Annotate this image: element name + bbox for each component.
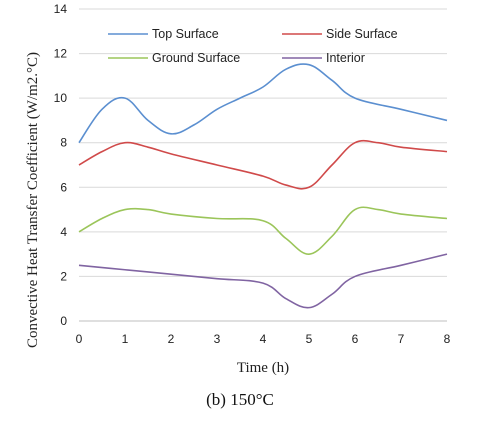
series-line-side-surface — [78, 139, 448, 190]
y-tick-label: 0 — [60, 314, 67, 328]
series-lines — [78, 63, 448, 309]
x-tick-label: 4 — [260, 332, 267, 346]
legend-item-side-surface: Side Surface — [282, 27, 398, 41]
y-tick-label: 12 — [54, 47, 68, 61]
y-tick-label: 2 — [60, 269, 67, 283]
x-tick-label: 6 — [352, 332, 359, 346]
legend-item-top-surface: Top Surface — [108, 27, 219, 41]
legend-label: Side Surface — [326, 27, 398, 41]
legend-label: Ground Surface — [152, 51, 240, 65]
legend-label: Interior — [326, 51, 365, 65]
legend-item-ground-surface: Ground Surface — [108, 51, 240, 65]
x-tick-label: 3 — [214, 332, 221, 346]
x-tick-label: 0 — [76, 332, 83, 346]
x-tick-label: 5 — [306, 332, 313, 346]
y-tick-label: 10 — [54, 91, 68, 105]
y-tick-label: 6 — [60, 180, 67, 194]
x-tick-label: 7 — [398, 332, 405, 346]
x-tick-label: 1 — [122, 332, 129, 346]
grid-lines — [79, 8, 447, 277]
y-tick-label: 4 — [60, 225, 67, 239]
series-line-interior — [78, 253, 448, 309]
x-tick-label: 8 — [444, 332, 451, 346]
y-tick-label: 14 — [54, 2, 68, 16]
series-line-ground-surface — [78, 206, 448, 255]
y-axis-title: Convective Heat Transfer Coefficient (W/… — [25, 52, 41, 348]
figure-caption: (b) 150°C — [206, 390, 274, 409]
legend-label: Top Surface — [152, 27, 219, 41]
x-tick-label: 2 — [168, 332, 175, 346]
series-line-top-surface — [78, 63, 448, 144]
legend: Top Surface Side Surface Ground Surface Int… — [108, 27, 398, 65]
x-axis-title: Time (h) — [237, 360, 289, 376]
legend-item-interior: Interior — [282, 51, 365, 65]
y-tick-label: 8 — [60, 136, 67, 150]
